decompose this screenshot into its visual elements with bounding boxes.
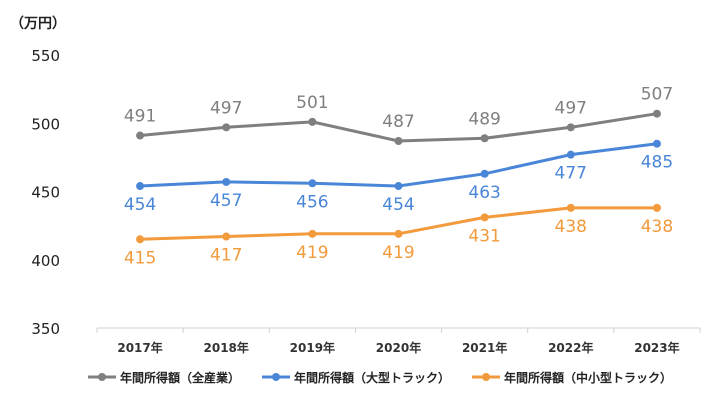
- data-point: [652, 109, 661, 118]
- data-label: 457: [210, 191, 242, 211]
- legend-label: 年間所得額（全産業）: [120, 370, 240, 385]
- x-tick-label: 2018年: [204, 340, 249, 355]
- data-point: [308, 229, 317, 238]
- x-tick-label: 2023年: [634, 340, 679, 355]
- data-label: 491: [124, 107, 156, 127]
- data-label: 454: [124, 195, 156, 215]
- x-tick-label: 2017年: [117, 340, 162, 355]
- data-point: [480, 213, 489, 222]
- data-label: 485: [641, 153, 673, 173]
- data-label: 501: [296, 93, 328, 113]
- data-point: [136, 131, 145, 140]
- legend-label: 年間所得額（大型トラック）: [294, 370, 450, 385]
- data-point: [136, 182, 145, 191]
- data-label: 454: [382, 195, 414, 215]
- data-point: [222, 232, 231, 241]
- data-point: [308, 179, 317, 188]
- data-label: 419: [382, 243, 414, 263]
- data-point: [566, 123, 575, 132]
- x-tick-label: 2021年: [462, 340, 507, 355]
- data-point: [308, 117, 317, 126]
- data-point: [566, 203, 575, 212]
- data-label: 419: [296, 243, 328, 263]
- data-point: [222, 123, 231, 132]
- x-tick-label: 2020年: [376, 340, 421, 355]
- y-tick-label: 400: [31, 252, 60, 270]
- x-tick-label: 2019年: [290, 340, 335, 355]
- y-axis-unit-label: （万円）: [10, 16, 66, 32]
- data-point: [394, 136, 403, 145]
- data-label: 489: [468, 109, 500, 129]
- data-point: [222, 177, 231, 186]
- y-tick-label: 500: [31, 115, 60, 133]
- data-label: 438: [555, 217, 587, 237]
- data-point: [480, 169, 489, 178]
- data-label: 507: [641, 85, 673, 105]
- data-label: 456: [296, 192, 328, 212]
- data-label: 477: [555, 164, 587, 184]
- y-tick-label: 350: [31, 320, 60, 338]
- legend-label: 年間所得額（中小型トラック）: [504, 370, 672, 385]
- data-label: 431: [468, 226, 500, 246]
- data-point: [652, 203, 661, 212]
- x-tick-label: 2022年: [548, 340, 593, 355]
- data-label: 438: [641, 217, 673, 237]
- data-point: [394, 229, 403, 238]
- data-label: 497: [555, 98, 587, 118]
- data-point: [480, 134, 489, 143]
- data-label: 497: [210, 98, 242, 118]
- legend-marker: [272, 373, 281, 381]
- legend-marker: [482, 373, 491, 381]
- legend-marker: [98, 373, 106, 381]
- data-point: [566, 150, 575, 159]
- data-label: 487: [382, 112, 414, 132]
- data-label: 415: [124, 248, 156, 268]
- y-tick-label: 550: [31, 47, 60, 65]
- data-label: 463: [468, 183, 500, 203]
- data-point: [136, 235, 145, 244]
- y-tick-label: 450: [31, 184, 60, 202]
- data-label: 417: [210, 246, 242, 266]
- data-point: [394, 182, 403, 191]
- data-point: [652, 139, 661, 148]
